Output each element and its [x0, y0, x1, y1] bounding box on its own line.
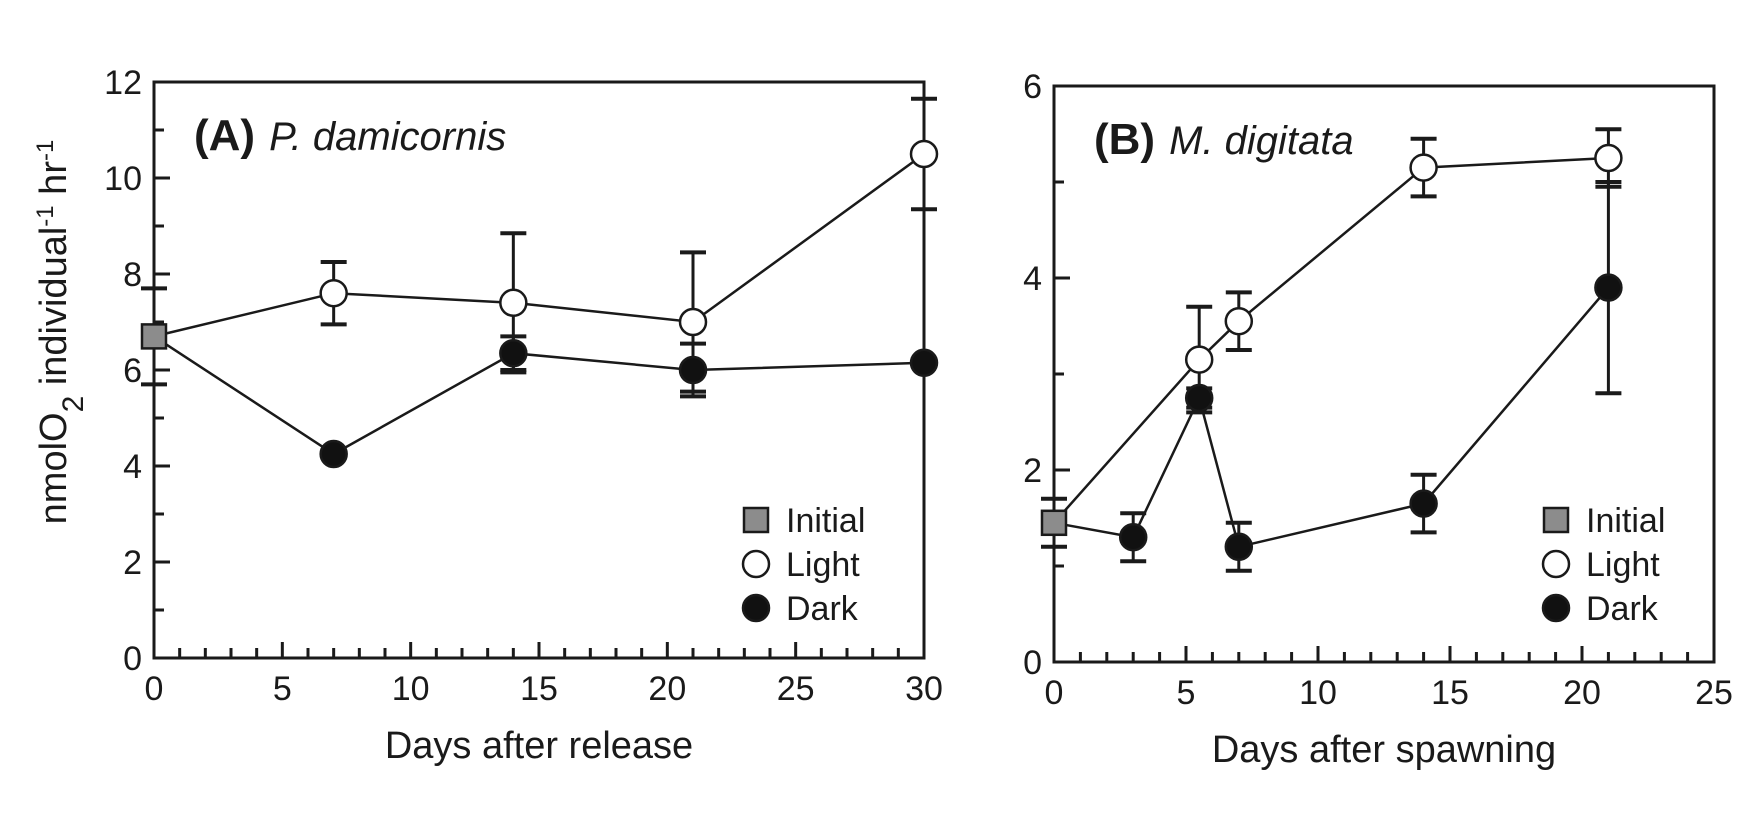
y-tick-label: 10 — [104, 160, 142, 198]
x-tick-label: 15 — [1431, 674, 1469, 712]
legend-marker-light — [741, 549, 771, 579]
y-tick-label: 4 — [123, 448, 142, 486]
legend-label: Initial — [1586, 502, 1665, 540]
x-axis-title: Days after spawning — [1212, 729, 1556, 771]
data-point-dark — [499, 338, 528, 368]
series-line-light — [1053, 156, 1609, 524]
legend-marker-dark — [1541, 593, 1571, 623]
x-tick-label: 25 — [777, 670, 815, 708]
x-tick-label: 20 — [648, 670, 686, 708]
y-tick-label: 2 — [1023, 452, 1042, 490]
panel-letter: (A) — [194, 111, 255, 160]
data-point-dark — [1409, 489, 1438, 518]
y-tick-label: 0 — [123, 640, 142, 678]
legend-label: Dark — [786, 590, 859, 628]
data-point-dark — [1594, 273, 1623, 302]
y-axis-title-superscript: -1 — [32, 205, 59, 226]
legend-item-dark: Dark — [1541, 590, 1659, 628]
legend-marker-initial — [1542, 506, 1570, 534]
data-point-light — [1409, 153, 1438, 182]
data-point-dark — [1184, 383, 1214, 413]
legend-item-light: Light — [741, 546, 860, 584]
y-tick-label: 8 — [123, 256, 142, 294]
x-tick-label: 5 — [273, 670, 292, 708]
y-tick-label: 12 — [104, 64, 142, 102]
data-point-light — [1184, 345, 1214, 374]
series-line-dark — [1053, 286, 1610, 549]
panel-species: M. digitata — [1169, 119, 1354, 163]
legend-item-initial: Initial — [742, 502, 865, 540]
x-tick-label: 5 — [1177, 674, 1196, 712]
data-point-light — [1594, 143, 1623, 173]
y-tick-label: 6 — [123, 352, 142, 390]
data-point-light — [1224, 306, 1254, 336]
y-axis-title-part: hr — [33, 161, 75, 206]
legend-item-dark: Dark — [741, 590, 859, 628]
y-tick-label: 6 — [1023, 68, 1042, 106]
y-axis-title-part: individual — [33, 227, 75, 396]
x-tick-label: 10 — [1299, 674, 1337, 712]
data-point-dark — [678, 355, 708, 385]
data-point-light — [319, 278, 348, 308]
y-tick-label: 0 — [1023, 644, 1042, 682]
legend: Initial Light Dark — [1541, 502, 1665, 628]
data-point-initial — [1040, 509, 1068, 537]
y-tick-label: 2 — [123, 544, 142, 582]
legend-label: Light — [786, 546, 860, 584]
y-axis-title-part: nmolO — [33, 412, 75, 524]
data-point-initial — [140, 323, 168, 350]
data-point-light — [678, 307, 708, 337]
x-tick-label: 15 — [520, 670, 558, 708]
legend-label: Light — [1586, 546, 1660, 584]
legend-label: Dark — [1586, 590, 1659, 628]
x-axis-title: Days after release — [385, 725, 693, 767]
panel-b: 0 5 10 15 20 25 0 2 4 6 Days after spawning (B) M. d… — [1023, 68, 1733, 771]
legend-item-initial: Initial — [1542, 502, 1665, 540]
legend-label: Initial — [786, 502, 865, 540]
panel-heading: (A) P. damicornis — [194, 111, 506, 160]
data-point-dark — [909, 348, 939, 378]
series-line-dark — [153, 335, 925, 456]
panel-heading: (B) M. digitata — [1094, 115, 1354, 164]
legend-marker-light — [1541, 549, 1571, 579]
data-point-dark — [319, 439, 348, 469]
data-point-light — [909, 139, 939, 169]
x-tick-label: 10 — [392, 670, 430, 708]
data-point-dark — [1224, 532, 1254, 562]
x-tick-label: 30 — [905, 670, 943, 708]
y-axis-title-subscript: 2 — [57, 396, 90, 413]
data-point-dark — [1118, 522, 1148, 552]
panel-species: P. damicornis — [269, 115, 506, 159]
data-point-light — [499, 288, 528, 318]
y-tick-label: 4 — [1023, 260, 1042, 298]
x-tick-label: 25 — [1695, 674, 1733, 712]
x-tick-label: 0 — [145, 670, 164, 708]
y-axis-title-superscript: -1 — [32, 140, 59, 161]
x-tick-label: 0 — [1045, 674, 1064, 712]
legend-marker-dark — [741, 593, 771, 623]
series-line-light — [153, 152, 925, 338]
panel-a: 0 5 10 15 20 25 30 0 2 4 6 8 10 12 Days after release (… — [104, 64, 943, 767]
panel-letter: (B) — [1094, 115, 1155, 164]
x-tick-label: 20 — [1563, 674, 1601, 712]
legend-marker-initial — [742, 506, 770, 534]
legend: Initial Light Dark — [741, 502, 865, 628]
legend-item-light: Light — [1541, 546, 1660, 584]
y-axis-title: nmolO2 individual-1 hr-1 — [32, 140, 90, 525]
